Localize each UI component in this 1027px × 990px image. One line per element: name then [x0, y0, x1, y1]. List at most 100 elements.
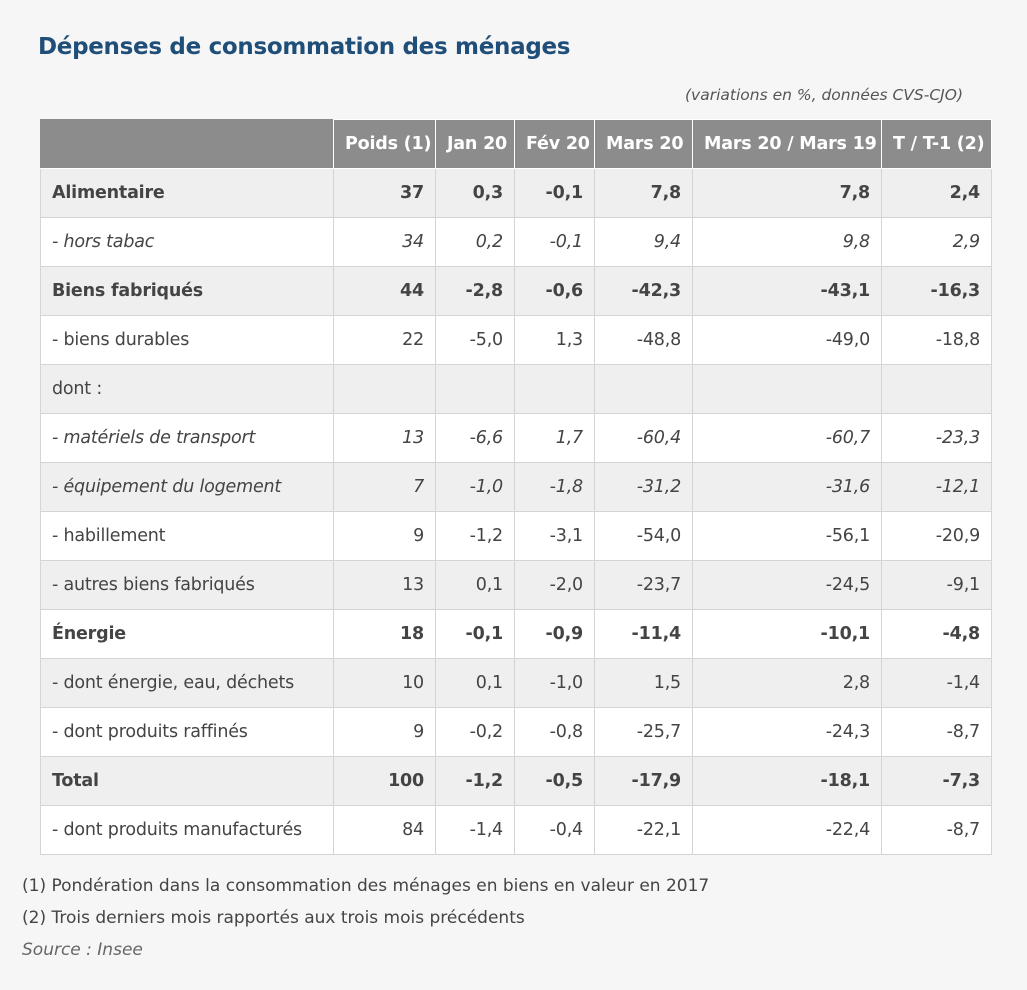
cell-mars20: 1,5: [594, 658, 693, 708]
cell-mars20: -17,9: [594, 756, 693, 806]
table-row: Total 100 -1,2 -0,5 -17,9 -18,1 -7,3: [40, 756, 992, 806]
cell-fev20: -0,1: [514, 168, 595, 218]
cell-mars20: 7,8: [594, 168, 693, 218]
cell-t-t1: 2,9: [881, 217, 992, 267]
row-label: dont :: [40, 364, 334, 414]
column-header-poids: Poids (1): [333, 119, 436, 169]
table-row: - dont produits manufacturés 84 -1,4 -0,4 -2…: [40, 805, 992, 855]
cell-jan20: -5,0: [435, 315, 515, 365]
column-header-mars20: Mars 20: [594, 119, 693, 169]
source-note: Source : Insee: [22, 940, 143, 960]
cell-mars20-mars19: 9,8: [692, 217, 882, 267]
row-label: - matériels de transport: [40, 413, 334, 463]
cell-poids: 9: [333, 707, 436, 757]
cell-jan20: [435, 364, 515, 414]
cell-fev20: 1,3: [514, 315, 595, 365]
cell-mars20-mars19: -60,7: [692, 413, 882, 463]
cell-poids: 37: [333, 168, 436, 218]
cell-poids: 44: [333, 266, 436, 316]
cell-fev20: -3,1: [514, 511, 595, 561]
cell-mars20: [594, 364, 693, 414]
column-header-t-t1: T / T-1 (2): [881, 119, 992, 169]
cell-t-t1: 2,4: [881, 168, 992, 218]
cell-jan20: 0,1: [435, 560, 515, 610]
cell-mars20: -42,3: [594, 266, 693, 316]
cell-mars20-mars19: 2,8: [692, 658, 882, 708]
table-row: - hors tabac 34 0,2 -0,1 9,4 9,8 2,9: [40, 217, 992, 267]
row-label: - équipement du logement: [40, 462, 334, 512]
cell-fev20: -1,8: [514, 462, 595, 512]
cell-t-t1: -4,8: [881, 609, 992, 659]
cell-poids: 13: [333, 560, 436, 610]
row-label: - dont produits raffinés: [40, 707, 334, 757]
table-row: Énergie 18 -0,1 -0,9 -11,4 -10,1 -4,8: [40, 609, 992, 659]
cell-poids: 7: [333, 462, 436, 512]
cell-fev20: -2,0: [514, 560, 595, 610]
row-label: - biens durables: [40, 315, 334, 365]
cell-t-t1: -8,7: [881, 805, 992, 855]
cell-t-t1: -9,1: [881, 560, 992, 610]
cell-jan20: 0,3: [435, 168, 515, 218]
cell-t-t1: -1,4: [881, 658, 992, 708]
table-subtitle: (variations en %, données CVS-CJO): [684, 86, 963, 104]
cell-mars20: -23,7: [594, 560, 693, 610]
cell-mars20-mars19: -18,1: [692, 756, 882, 806]
cell-t-t1: -12,1: [881, 462, 992, 512]
cell-jan20: -2,8: [435, 266, 515, 316]
cell-poids: 34: [333, 217, 436, 267]
table-row: Alimentaire 37 0,3 -0,1 7,8 7,8 2,4: [40, 168, 992, 218]
cell-fev20: -0,8: [514, 707, 595, 757]
cell-mars20-mars19: -24,3: [692, 707, 882, 757]
cell-fev20: -0,1: [514, 217, 595, 267]
table-row: - autres biens fabriqués 13 0,1 -2,0 -23,7 -2…: [40, 560, 992, 610]
cell-t-t1: -18,8: [881, 315, 992, 365]
cell-poids: 13: [333, 413, 436, 463]
cell-mars20-mars19: -49,0: [692, 315, 882, 365]
cell-mars20: -54,0: [594, 511, 693, 561]
row-label: - dont produits manufacturés: [40, 805, 334, 855]
row-label: Alimentaire: [40, 168, 334, 218]
cell-poids: 84: [333, 805, 436, 855]
cell-jan20: -6,6: [435, 413, 515, 463]
cell-jan20: -0,2: [435, 707, 515, 757]
column-header-label: [40, 119, 334, 169]
cell-t-t1: -20,9: [881, 511, 992, 561]
cell-mars20: -48,8: [594, 315, 693, 365]
cell-fev20: -1,0: [514, 658, 595, 708]
cell-mars20-mars19: -43,1: [692, 266, 882, 316]
cell-mars20-mars19: -22,4: [692, 805, 882, 855]
cell-fev20: -0,4: [514, 805, 595, 855]
consumption-table: Poids (1) Jan 20 Fév 20 Mars 20 Mars 20 …: [40, 119, 992, 855]
row-label: Total: [40, 756, 334, 806]
row-label: - autres biens fabriqués: [40, 560, 334, 610]
cell-poids: 10: [333, 658, 436, 708]
table-row: - biens durables 22 -5,0 1,3 -48,8 -49,0 -18,8: [40, 315, 992, 365]
row-label: - habillement: [40, 511, 334, 561]
cell-t-t1: -7,3: [881, 756, 992, 806]
cell-poids: 22: [333, 315, 436, 365]
cell-poids: 18: [333, 609, 436, 659]
table-row: - habillement 9 -1,2 -3,1 -54,0 -56,1 -20,9: [40, 511, 992, 561]
cell-jan20: -1,0: [435, 462, 515, 512]
row-label: - dont énergie, eau, déchets: [40, 658, 334, 708]
row-label: Biens fabriqués: [40, 266, 334, 316]
cell-jan20: -1,4: [435, 805, 515, 855]
cell-mars20: -60,4: [594, 413, 693, 463]
cell-jan20: -0,1: [435, 609, 515, 659]
column-header-jan20: Jan 20: [435, 119, 515, 169]
cell-mars20: -22,1: [594, 805, 693, 855]
cell-mars20-mars19: -56,1: [692, 511, 882, 561]
table-row: dont :: [40, 364, 992, 414]
cell-fev20: -0,5: [514, 756, 595, 806]
cell-jan20: 0,1: [435, 658, 515, 708]
cell-mars20: 9,4: [594, 217, 693, 267]
footnote-2: (2) Trois derniers mois rapportés aux tr…: [22, 908, 525, 928]
cell-poids: [333, 364, 436, 414]
cell-jan20: 0,2: [435, 217, 515, 267]
cell-fev20: -0,6: [514, 266, 595, 316]
cell-mars20-mars19: -10,1: [692, 609, 882, 659]
column-header-fev20: Fév 20: [514, 119, 595, 169]
column-header-mars20-mars19: Mars 20 / Mars 19: [692, 119, 882, 169]
cell-jan20: -1,2: [435, 511, 515, 561]
cell-t-t1: -16,3: [881, 266, 992, 316]
